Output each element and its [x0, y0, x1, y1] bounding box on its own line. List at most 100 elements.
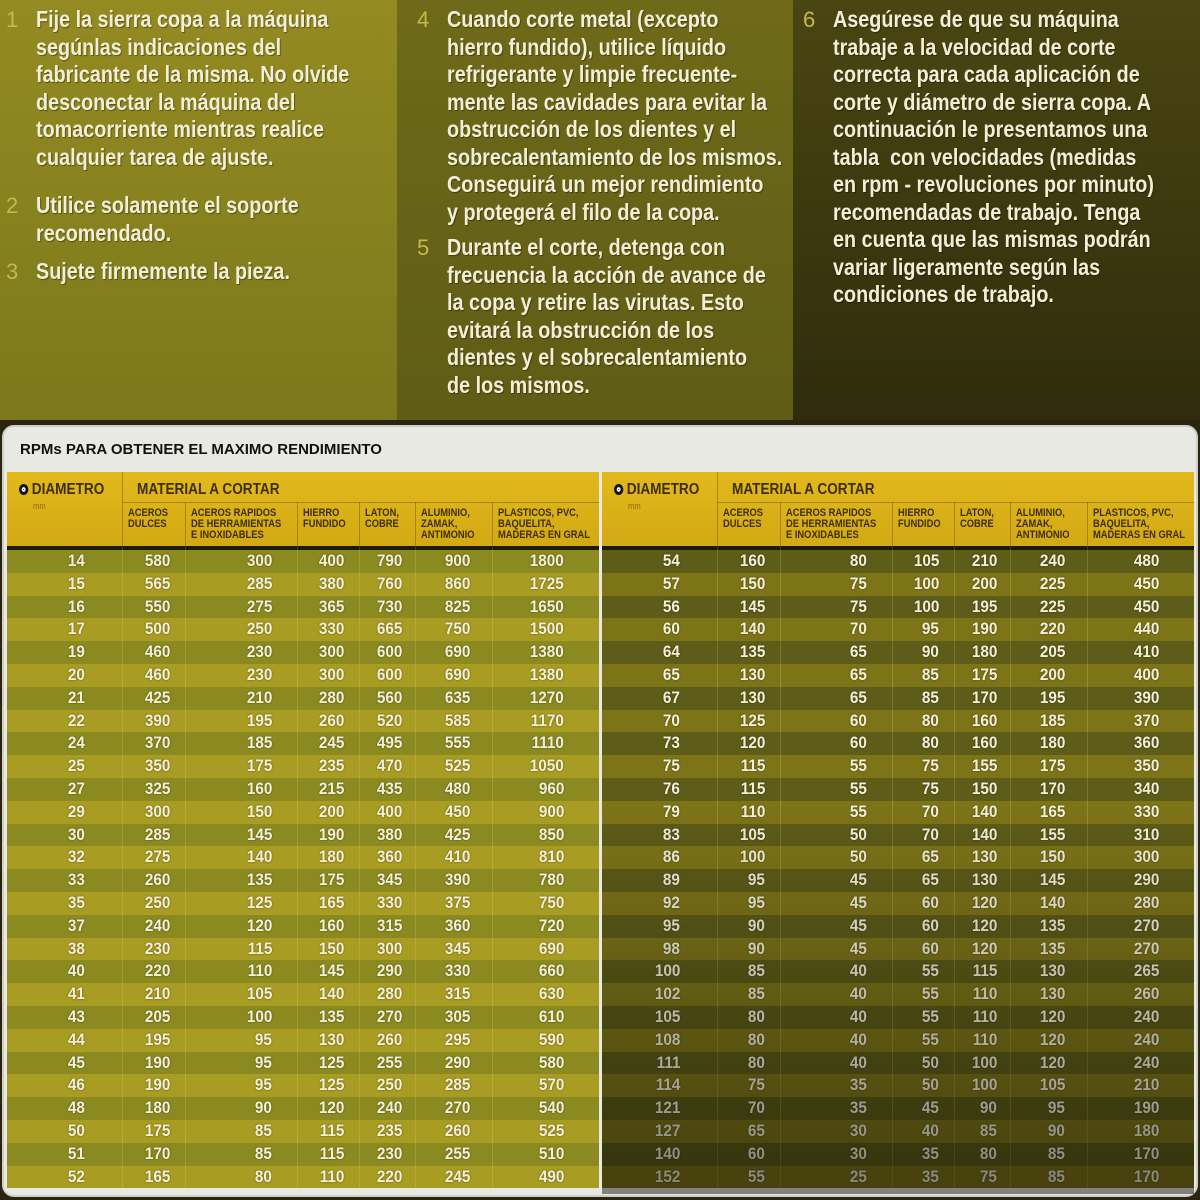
rpm-cell: 300: [144, 801, 170, 821]
rpm-cell: 45: [849, 938, 867, 958]
divider: [415, 502, 416, 550]
table-row: 76 115 55 75 150 170 340: [602, 777, 1194, 801]
rpm-cell: 245: [318, 733, 344, 753]
rpm-cell: 400: [318, 551, 344, 570]
rpm-cell: 230: [144, 938, 170, 958]
rpm-cell: 390: [144, 710, 170, 730]
rpm-cell: 115: [247, 938, 272, 958]
diameter-cell: 79: [662, 801, 680, 821]
diameter-cell: 65: [662, 664, 680, 684]
rpm-cell: 270: [1133, 938, 1159, 958]
rpm-cell: 125: [246, 892, 272, 912]
diameter-cell: 105: [654, 1006, 680, 1026]
diameter-cell: 44: [67, 1029, 85, 1049]
table-row: 40 220 110 145 290 330 660: [7, 960, 599, 984]
rpm-cell: 80: [747, 1052, 765, 1072]
rpm-cell: 220: [376, 1166, 402, 1186]
rpm-cell: 75: [979, 1166, 997, 1186]
rpm-cell: 165: [144, 1166, 170, 1186]
diameter-cell: 15: [67, 573, 85, 593]
rpm-cell: 730: [376, 596, 402, 616]
rpm-cell: 450: [1133, 573, 1159, 593]
rpm-cell: 135: [318, 1006, 344, 1026]
table-row: 98 90 45 60 120 135 270: [602, 937, 1194, 961]
rpm-cell: 55: [849, 756, 867, 776]
table-row: 19 460 230 300 600 690 1380: [7, 641, 599, 664]
table-row: 37 240 120 160 315 360 720: [7, 914, 599, 938]
divider: [954, 502, 955, 550]
material-column-header: ALUMINIO, ZAMAK, ANTIMONIO: [1016, 507, 1070, 541]
step-number: 5: [417, 235, 430, 260]
rpm-cell: 55: [921, 1006, 939, 1026]
rpm-cell: 130: [739, 687, 765, 707]
rpm-cell: 195: [971, 596, 997, 616]
rpm-cell: 665: [376, 619, 402, 639]
diameter-cell: 121: [654, 1098, 680, 1118]
rpm-table-card: RPMs PARA OBTENER EL MAXIMO RENDIMIENTO …: [2, 425, 1198, 1197]
diameter-cell: 108: [654, 1029, 680, 1049]
material-column-header: LATON, COBRE: [365, 507, 399, 530]
rpm-cell: 210: [246, 687, 272, 707]
instruction-step: 3 Sujete firmemente la pieza.: [6, 258, 331, 286]
rpm-cell: 250: [376, 1075, 402, 1095]
rpm-cell: 115: [740, 756, 765, 776]
rpm-cell: 100: [971, 1075, 997, 1095]
rpm-cell: 250: [246, 619, 272, 639]
rpm-cell: 260: [444, 1120, 470, 1140]
material-header: MATERIAL A CORTAR: [137, 481, 280, 498]
rpm-cell: 580: [538, 1052, 564, 1072]
rpm-cell: 140: [739, 619, 765, 639]
table-row: 64 135 65 90 180 205 410: [602, 641, 1194, 664]
divider: [415, 550, 416, 1194]
rpm-cell: 85: [1047, 1166, 1065, 1186]
rpm-cell: 165: [318, 892, 344, 912]
rpm-cell: 315: [376, 915, 402, 935]
rpm-cell: 95: [1047, 1098, 1065, 1118]
rpm-cell: 55: [747, 1166, 765, 1186]
rpm-cell: 260: [376, 1029, 402, 1049]
rpm-cell: 30: [849, 1120, 867, 1140]
rpm-cell: 180: [144, 1098, 170, 1118]
rpm-cell: 185: [1039, 710, 1065, 730]
diameter-cell: 114: [655, 1075, 680, 1095]
divider: [359, 502, 360, 550]
divider: [892, 502, 893, 550]
rpm-cell: 65: [921, 847, 939, 867]
table-row: 67 130 65 85 170 195 390: [602, 686, 1194, 710]
divider: [892, 550, 893, 1194]
rpm-cell: 160: [318, 915, 344, 935]
rpm-cell: 45: [849, 870, 867, 890]
divider: [492, 502, 493, 550]
rpm-cell: 750: [538, 892, 564, 912]
divider: [717, 502, 1194, 503]
diameter-cell: 89: [662, 870, 680, 890]
divider: [297, 502, 298, 550]
rpm-cell: 525: [538, 1120, 564, 1140]
diameter-header: DIAMETRO: [614, 482, 699, 498]
table-row: 44 195 95 130 260 295 590: [7, 1028, 599, 1052]
rpm-cell: 115: [740, 778, 765, 798]
instructions-column-3: 6 Asegúrese de que su máquina trabaje a l…: [793, 0, 1200, 420]
rpm-cell: 60: [849, 733, 867, 753]
rpm-cell: 50: [921, 1052, 939, 1072]
diameter-cell: 76: [662, 778, 680, 798]
table-row: 51 170 85 115 230 255 510: [7, 1142, 599, 1166]
rpm-cell: 190: [318, 824, 344, 844]
rpm-cell: 95: [254, 1075, 272, 1095]
rpm-cell: 35: [921, 1143, 939, 1163]
rpm-cell: 165: [1039, 801, 1065, 821]
diameter-cell: 60: [662, 619, 680, 639]
material-column-header: ACEROS DULCES: [128, 507, 169, 530]
rpm-table-right: DIAMETRO mm MATERIAL A CORTAR ACEROS DULCES…: [602, 472, 1194, 1194]
rpm-cell: 130: [739, 664, 765, 684]
rpm-cell: 1380: [529, 664, 564, 684]
rpm-cell: 120: [1039, 1029, 1065, 1049]
rpm-cell: 110: [740, 801, 765, 821]
rpm-cell: 1650: [529, 596, 564, 616]
rpm-cell: 40: [849, 984, 867, 1004]
rpm-cell: 330: [376, 892, 402, 912]
rpm-cell: 500: [144, 619, 170, 639]
rpm-cell: 100: [913, 573, 939, 593]
instruction-step: 6 Asegúrese de que su máquina trabaje a l…: [803, 6, 1200, 309]
rpm-cell: 850: [538, 824, 564, 844]
